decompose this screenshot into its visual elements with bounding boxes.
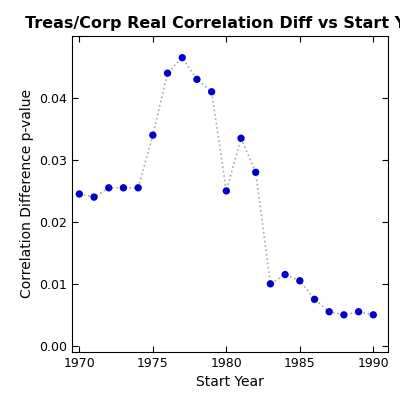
Point (238, 135, 244, 142)
Point (341, 312, 347, 318)
Point (150, 132, 156, 138)
Point (194, 76, 200, 82)
Point (326, 308, 332, 315)
Point (76, 191, 82, 197)
Point (370, 312, 376, 318)
Y-axis label: Correlation Difference p-value: Correlation Difference p-value (20, 90, 34, 298)
Point (252, 169, 259, 176)
Point (282, 271, 288, 278)
Point (179, 54, 186, 61)
Point (106, 185, 112, 191)
Point (297, 278, 303, 284)
Point (356, 308, 362, 315)
Point (120, 185, 127, 191)
Point (91, 194, 97, 200)
X-axis label: Start Year: Start Year (196, 376, 264, 390)
Point (164, 70, 171, 76)
Point (135, 185, 141, 191)
Point (267, 281, 274, 287)
Title: Treas/Corp Real Correlation Diff vs Start Year: Treas/Corp Real Correlation Diff vs Star… (25, 16, 400, 31)
Point (223, 188, 230, 194)
Point (208, 88, 215, 95)
Point (311, 296, 318, 302)
